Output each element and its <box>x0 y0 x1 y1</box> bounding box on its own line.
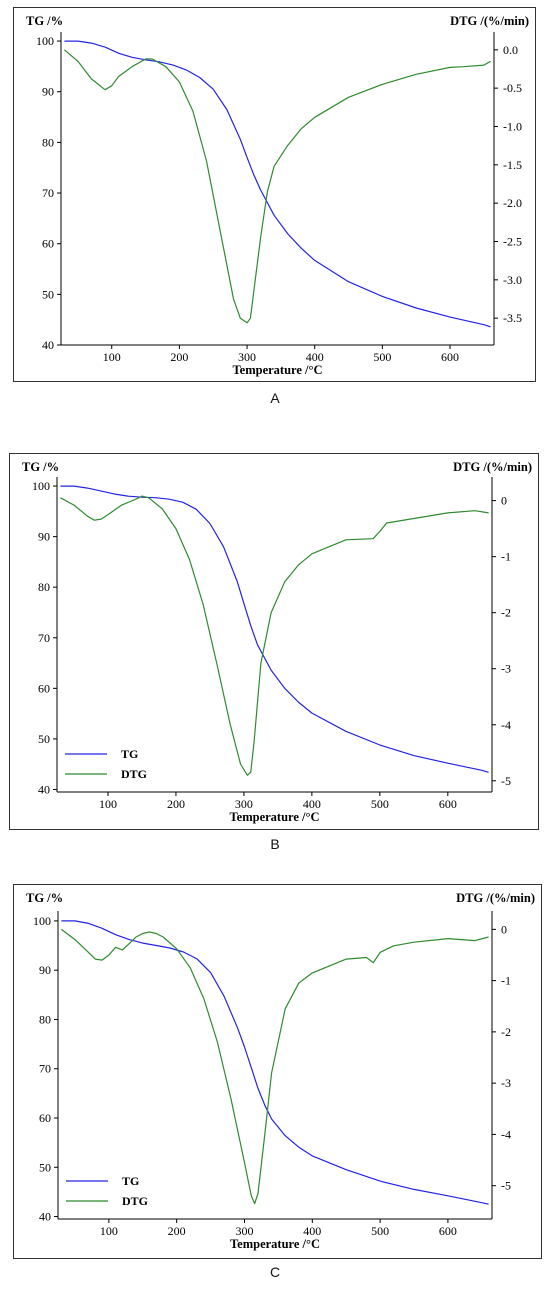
y-right-tick-label: -1 <box>501 974 511 988</box>
y-right-tick-label: -2.5 <box>503 234 522 248</box>
caption-a: A <box>270 390 280 406</box>
y-left-tick-label: 100 <box>33 914 51 928</box>
y-left-tick-label: 90 <box>42 85 54 99</box>
y-left-axis-title: TG /% <box>26 14 63 28</box>
x-tick-label: 600 <box>439 1224 457 1238</box>
y-left-tick-label: 60 <box>39 1111 51 1125</box>
x-axis-title: Temperature /°C <box>229 810 319 824</box>
y-left-axis-title: TG /% <box>26 891 63 905</box>
x-tick-label: 200 <box>170 350 188 364</box>
y-right-tick-label: -2.0 <box>503 196 522 210</box>
y-left-tick-label: 80 <box>42 135 54 149</box>
y-left-tick-label: 50 <box>38 732 50 746</box>
x-tick-label: 300 <box>238 350 256 364</box>
x-tick-label: 600 <box>439 797 457 811</box>
x-tick-label: 400 <box>306 350 324 364</box>
legend-label-tg: TG <box>121 747 138 761</box>
y-right-tick-label: -5 <box>501 774 511 788</box>
y-right-tick-label: -3.0 <box>503 273 522 287</box>
y-left-tick-label: 40 <box>42 338 54 352</box>
y-left-tick-label: 100 <box>32 479 50 493</box>
tg-series-line <box>64 40 491 328</box>
chart-panel-a: 100 200 300 400 500 600 40 50 60 70 80 90 100 0.0 -0.5… <box>13 7 536 382</box>
y-left-tick-label: 40 <box>38 782 50 796</box>
y-right-tick-label: -3.5 <box>503 311 522 325</box>
caption-c: C <box>269 1264 281 1280</box>
legend-label-dtg: DTG <box>121 767 147 781</box>
y-left-tick-label: 60 <box>38 681 50 695</box>
x-axis-title: Temperature /°C <box>230 1237 320 1251</box>
x-tick-label: 100 <box>100 1224 118 1238</box>
dtg-series-line <box>64 49 491 324</box>
y-left-axis-title: TG /% <box>22 460 59 474</box>
x-tick-label: 200 <box>168 1224 186 1238</box>
y-left-tick-label: 100 <box>36 34 54 48</box>
x-tick-label: 600 <box>441 350 459 364</box>
chart-b-svg: 100 200 300 400 500 600 40 50 60 70 80 90 100 0 -1 -2 -3… <box>22 460 532 824</box>
y-right-tick-label: -1.0 <box>503 119 522 133</box>
y-left-tick-label: 50 <box>39 1160 51 1174</box>
y-left-tick-label: 80 <box>39 1012 51 1026</box>
y-left-tick-label: 80 <box>38 580 50 594</box>
legend-label-tg: TG <box>122 1174 139 1188</box>
y-right-tick-label: -2 <box>501 606 511 620</box>
chart-panel-c: 100 200 300 400 500 600 40 50 60 70 80 90 100 0 -1 -2 -3… <box>13 884 542 1259</box>
y-right-tick-label: -1.5 <box>503 158 522 172</box>
y-left-tick-label: 90 <box>39 963 51 977</box>
y-right-tick-label: -2 <box>501 1025 511 1039</box>
x-tick-label: 400 <box>303 1224 321 1238</box>
y-left-tick-label: 70 <box>38 631 50 645</box>
tg-series-line <box>61 920 489 1205</box>
y-right-tick-label: 0 <box>501 922 507 936</box>
caption-b: B <box>270 836 280 852</box>
y-right-tick-label: 0.0 <box>503 43 518 57</box>
x-tick-label: 400 <box>303 797 321 811</box>
y-left-tick-label: 70 <box>39 1062 51 1076</box>
y-right-tick-label: -5 <box>501 1179 511 1193</box>
y-right-tick-label: -4 <box>501 1127 511 1141</box>
y-right-tick-label: -0.5 <box>503 81 522 95</box>
dtg-series-line <box>61 928 489 1205</box>
chart-c-svg: 100 200 300 400 500 600 40 50 60 70 80 90 100 0 -1 -2 -3… <box>26 891 535 1251</box>
chart-a-svg: 100 200 300 400 500 600 40 50 60 70 80 90 100 0.0 -0.5… <box>26 14 529 377</box>
tg-series-line <box>60 485 489 773</box>
y-left-tick-label: 90 <box>38 530 50 544</box>
x-tick-label: 100 <box>103 350 121 364</box>
y-right-tick-label: -3 <box>501 1076 511 1090</box>
y-right-axis-title: DTG /(%/min) <box>453 460 532 474</box>
y-left-tick-label: 40 <box>39 1210 51 1224</box>
legend-label-dtg: DTG <box>122 1194 148 1208</box>
y-right-tick-label: -3 <box>501 662 511 676</box>
dtg-series-line <box>60 495 489 776</box>
y-left-tick-label: 50 <box>42 287 54 301</box>
x-tick-label: 200 <box>167 797 185 811</box>
y-right-tick-label: 0 <box>501 494 507 508</box>
x-tick-label: 500 <box>371 1224 389 1238</box>
y-left-tick-label: 70 <box>42 186 54 200</box>
x-tick-label: 500 <box>371 797 389 811</box>
x-tick-label: 300 <box>235 1224 253 1238</box>
y-right-tick-label: -1 <box>501 550 511 564</box>
y-right-axis-title: DTG /(%/min) <box>450 14 529 28</box>
chart-panel-b: 100 200 300 400 500 600 40 50 60 70 80 90 100 0 -1 -2 -3… <box>9 453 539 830</box>
y-right-axis-title: DTG /(%/min) <box>456 891 535 905</box>
x-tick-label: 500 <box>373 350 391 364</box>
y-left-tick-label: 60 <box>42 237 54 251</box>
x-axis-title: Temperature /°C <box>232 363 322 377</box>
x-tick-label: 300 <box>235 797 253 811</box>
x-tick-label: 100 <box>99 797 117 811</box>
y-right-tick-label: -4 <box>501 718 511 732</box>
